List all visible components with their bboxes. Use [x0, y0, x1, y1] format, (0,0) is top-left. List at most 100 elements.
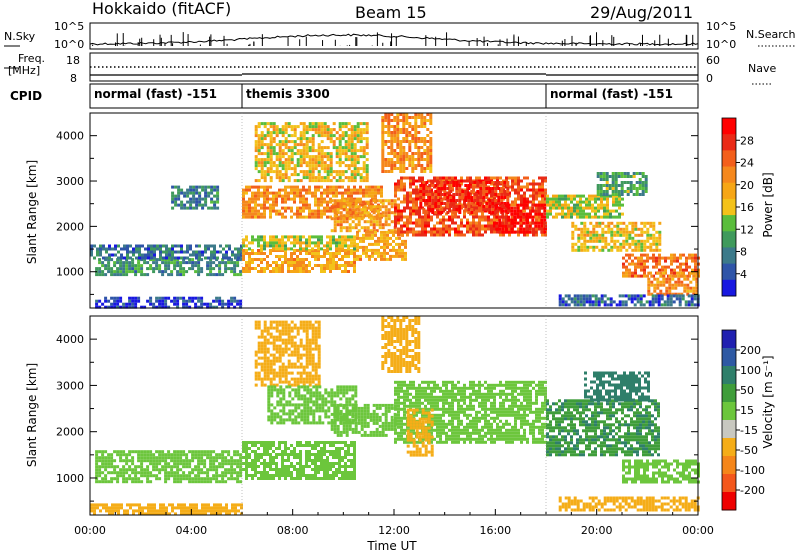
heatmap-cell: [658, 253, 661, 257]
heatmap-cell: [302, 146, 306, 150]
heatmap-cell: [108, 506, 111, 510]
heatmap-cell: [308, 137, 312, 141]
heatmap-cell: [120, 253, 123, 257]
heatmap-cell: [281, 125, 285, 129]
heatmap-cell: [670, 253, 673, 257]
heatmap-cell: [683, 274, 687, 278]
heatmap-cell: [381, 152, 385, 155]
heatmap-cell: [332, 258, 335, 261]
heatmap-cell: [503, 184, 507, 187]
heatmap-cell: [384, 223, 388, 227]
heatmap-cell: [183, 191, 187, 195]
heatmap-cell: [245, 244, 248, 248]
heatmap-cell: [311, 191, 314, 195]
heatmap-cell: [682, 268, 685, 272]
heatmap-cell: [574, 248, 578, 252]
heatmap-cell: [652, 265, 655, 269]
heatmap-cell: [149, 462, 153, 466]
heatmap-cell: [293, 188, 296, 192]
heatmap-cell: [275, 200, 278, 204]
heatmap-cell: [618, 215, 621, 219]
heatmap-cell: [188, 480, 192, 484]
heatmap-cell: [173, 471, 177, 475]
heatmap-cell: [397, 206, 400, 210]
heatmap-cell: [167, 267, 171, 271]
heatmap-cell: [237, 250, 240, 254]
colorbar-segment: [722, 198, 736, 216]
heatmap-cell: [640, 256, 643, 260]
heatmap-cell: [269, 167, 273, 171]
heatmap-cell: [236, 302, 240, 306]
heatmap-cell: [180, 191, 184, 195]
heatmap-cell: [467, 208, 471, 211]
heatmap-cell: [293, 173, 297, 177]
heatmap-cell: [308, 155, 312, 159]
heatmap-cell: [233, 477, 237, 481]
heatmap-cell: [126, 247, 129, 251]
heatmap-cell: [643, 242, 647, 246]
heatmap-cell: [234, 253, 237, 257]
heatmap-cell: [386, 233, 389, 237]
heatmap-cell: [602, 184, 606, 187]
heatmap-cell: [482, 184, 486, 187]
heatmap-cell: [400, 188, 403, 192]
heatmap-cell: [649, 256, 652, 260]
heatmap-cell: [427, 212, 430, 216]
heatmap-cell: [161, 465, 165, 469]
heatmap-cell: [389, 248, 392, 252]
heatmap-cell: [693, 297, 697, 301]
heatmap-cell: [582, 294, 586, 298]
heatmap-cell: [287, 197, 290, 201]
heatmap-cell: [329, 191, 332, 195]
heatmap-cell: [146, 465, 150, 469]
heatmap-cell: [326, 261, 329, 264]
heatmap-cell: [381, 211, 385, 215]
heatmap-cell: [488, 202, 492, 205]
heatmap-cell: [189, 188, 193, 192]
heatmap-cell: [149, 456, 153, 460]
heatmap-cell: [128, 450, 132, 454]
heatmap-cell: [299, 244, 302, 248]
heatmap-cell: [317, 203, 320, 207]
heatmap-cell: [644, 184, 648, 187]
heatmap-cell: [384, 214, 388, 218]
heatmap-cell: [254, 209, 257, 213]
heatmap-cell: [113, 477, 117, 481]
heatmap-cell: [233, 468, 237, 472]
heatmap-cell: [522, 203, 526, 207]
heatmap-cell: [356, 137, 360, 141]
heatmap-cell: [326, 179, 330, 183]
heatmap-cell: [482, 193, 486, 196]
heatmap-cell: [440, 208, 444, 211]
heatmap-cell: [176, 462, 180, 466]
heatmap-cell: [254, 252, 257, 255]
heatmap-cell: [381, 199, 385, 203]
heatmap-cell: [694, 262, 697, 266]
heatmap-cell: [356, 122, 360, 126]
heatmap-cell: [463, 233, 466, 237]
heatmap-cell: [204, 256, 207, 260]
heatmap-cell: [387, 170, 391, 173]
heatmap-cell: [320, 185, 323, 189]
heatmap-cell: [269, 134, 273, 138]
heatmap-cell: [641, 190, 645, 193]
heatmap-cell: [350, 128, 354, 132]
heatmap-cell: [649, 224, 653, 228]
heatmap-cell: [314, 235, 317, 239]
heatmap-cell: [519, 209, 523, 213]
heatmap-cell: [517, 176, 520, 180]
heatmap-cell: [158, 468, 162, 472]
heatmap-cell: [470, 199, 474, 202]
heatmap-cell: [646, 259, 649, 263]
heatmap-cell: [350, 146, 354, 150]
heatmap-cell: [128, 261, 132, 265]
heatmap-cell: [332, 170, 336, 174]
heatmap-cell: [347, 134, 351, 138]
heatmap-cell: [108, 253, 111, 257]
heatmap-cell: [161, 273, 165, 277]
heatmap-cell: [594, 212, 597, 216]
heatmap-cell: [502, 233, 505, 237]
y-tick-label: 3000: [56, 175, 84, 188]
heatmap-cell: [421, 227, 424, 231]
heatmap-cell: [192, 253, 195, 257]
